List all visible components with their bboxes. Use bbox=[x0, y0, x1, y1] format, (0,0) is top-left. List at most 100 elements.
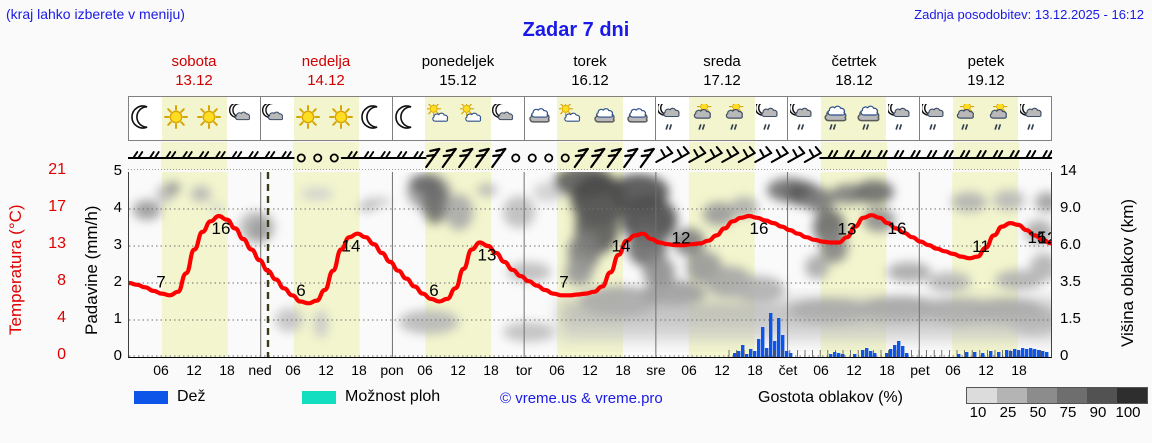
weather-icon-sun-rain bbox=[952, 97, 986, 140]
weather-icon-cloud bbox=[590, 97, 623, 140]
x-tick-11: tor bbox=[515, 362, 533, 378]
cloud-height-tick-4: 1.5 bbox=[1060, 310, 1081, 327]
svg-text:16: 16 bbox=[212, 219, 231, 238]
day-name: torek bbox=[573, 53, 607, 70]
moon-rain-icon bbox=[755, 103, 786, 134]
precipitation-tick-4: 1 bbox=[113, 310, 122, 327]
temperature-tick-2: 13 bbox=[48, 235, 66, 252]
cloud-density-tick-0: 10 bbox=[969, 404, 987, 421]
x-tick-19: čet bbox=[778, 362, 798, 378]
moon-icon bbox=[130, 104, 160, 134]
day-header-4: torek 16.12 bbox=[524, 52, 656, 92]
day-date: 14.12 bbox=[307, 72, 345, 89]
weather-icon-cloud bbox=[525, 97, 558, 140]
weather-icon-cloud bbox=[623, 97, 656, 140]
x-tick-26: 18 bbox=[1011, 362, 1027, 378]
cloud-density-step-3 bbox=[1057, 388, 1087, 403]
cloud-icon bbox=[526, 104, 556, 134]
moon-rain-icon bbox=[657, 103, 688, 134]
cloud-density-step-5 bbox=[1117, 388, 1147, 403]
x-tick-22: 18 bbox=[879, 362, 895, 378]
weather-icon-moon-cloud bbox=[261, 97, 294, 140]
weather-icon-sun-cloud bbox=[557, 97, 591, 140]
cloud-density-step-4 bbox=[1087, 388, 1117, 403]
moon-rain-icon bbox=[1019, 103, 1050, 134]
cloud-density-step-1 bbox=[997, 388, 1027, 403]
day-date: 17.12 bbox=[703, 72, 741, 89]
cloud-density-tick-2: 50 bbox=[1029, 404, 1047, 421]
cloud-height-tick-2: 6.0 bbox=[1060, 236, 1081, 253]
day-name: petek bbox=[967, 53, 1005, 70]
meteogram-plot: 71661461371412161316111512 bbox=[128, 172, 1052, 358]
cloud-height-tick-0: 14 bbox=[1060, 162, 1077, 179]
day-date: 15.12 bbox=[439, 72, 477, 89]
weather-icon-sun bbox=[194, 97, 228, 140]
icon-day-7 bbox=[920, 97, 1051, 140]
cloud-rain-icon bbox=[855, 104, 885, 134]
x-tick-17: 12 bbox=[714, 362, 730, 378]
weather-icon-moon bbox=[393, 97, 426, 140]
moon-rain-icon bbox=[789, 103, 820, 134]
svg-text:16: 16 bbox=[750, 219, 769, 238]
weather-icon-cloud-rain bbox=[821, 97, 854, 140]
icon-day-6 bbox=[788, 97, 921, 140]
day-date: 18.12 bbox=[835, 72, 873, 89]
svg-text:14: 14 bbox=[342, 237, 361, 256]
precipitation-tick-1: 4 bbox=[113, 199, 122, 216]
x-tick-14: 18 bbox=[615, 362, 631, 378]
cloud-density-step-0 bbox=[967, 388, 997, 403]
cloud-height-axis-title: Višina oblakov (km) bbox=[1118, 198, 1137, 348]
sun-rain-icon bbox=[987, 103, 1017, 134]
cloud-height-tick-1: 9.0 bbox=[1060, 199, 1081, 216]
showers-color-swatch bbox=[302, 390, 336, 404]
x-tick-9: 12 bbox=[450, 362, 466, 378]
day-name: sobota bbox=[171, 53, 217, 70]
legend-item-showers: Možnost ploh bbox=[302, 388, 440, 406]
rain-color-swatch bbox=[134, 390, 168, 404]
x-tick-21: 12 bbox=[846, 362, 862, 378]
day-header-6: četrtek 18.12 bbox=[788, 52, 920, 92]
x-tick-2: 18 bbox=[219, 362, 235, 378]
icon-day-4 bbox=[525, 97, 657, 140]
cloud-density-step-2 bbox=[1027, 388, 1057, 403]
day-date: 19.12 bbox=[967, 72, 1005, 89]
x-axis-labels: 06 12 18 ned 06 12 18 pon 06 12 18 tor 06 12 18 sre 06 12… bbox=[128, 360, 1052, 380]
precipitation-tick-2: 3 bbox=[113, 236, 122, 253]
page-title: Zadar 7 dni bbox=[522, 19, 630, 41]
x-tick-13: 12 bbox=[582, 362, 598, 378]
day-header-1: sobota 13.12 bbox=[128, 52, 260, 92]
weather-icon-sun bbox=[326, 97, 360, 140]
day-headers: sobota 13.12 nedelja 14.12 ponedeljek 15.12 to… bbox=[128, 52, 1052, 92]
svg-text:12: 12 bbox=[1038, 228, 1051, 247]
x-tick-10: 18 bbox=[483, 362, 499, 378]
weather-icon-moon-cloud bbox=[491, 97, 524, 140]
x-tick-0: 06 bbox=[153, 362, 169, 378]
legend-showers-label: Možnost ploh bbox=[345, 388, 441, 405]
svg-text:6: 6 bbox=[296, 281, 305, 300]
svg-text:7: 7 bbox=[156, 272, 165, 291]
cloud-rain-icon bbox=[822, 104, 852, 134]
sun-cloud-icon bbox=[459, 103, 490, 134]
cloud-icon bbox=[624, 104, 654, 134]
weather-icon-sun bbox=[293, 97, 327, 140]
temperature-axis-title: Temperatura (°C) bbox=[6, 204, 25, 336]
cloud-density-tick-4: 90 bbox=[1089, 404, 1107, 421]
legend: Dež Možnost ploh © vreme.us & vreme.pro … bbox=[128, 386, 1148, 432]
icon-day-1 bbox=[129, 97, 261, 140]
x-tick-8: 06 bbox=[417, 362, 433, 378]
sun-rain-icon bbox=[723, 103, 753, 134]
x-tick-12: 06 bbox=[549, 362, 565, 378]
svg-text:11: 11 bbox=[972, 237, 990, 256]
precipitation-tick-3: 2 bbox=[113, 273, 122, 290]
cloud-density-ticks: 10 25 50 75 90 100 bbox=[960, 404, 1152, 424]
icon-day-5 bbox=[656, 97, 789, 140]
location-menu-hint: (kraj lahko izberete v meniju) bbox=[6, 6, 185, 22]
x-tick-15: sre bbox=[646, 362, 666, 378]
wind-barb-row bbox=[128, 142, 1052, 170]
weather-icon-sun-rain bbox=[689, 97, 722, 140]
sun-cloud-icon bbox=[426, 103, 457, 134]
temperature-tick-5: 0 bbox=[57, 346, 66, 363]
day-name: četrtek bbox=[831, 53, 877, 70]
moon-rain-icon bbox=[887, 103, 918, 134]
moon-rain-icon bbox=[921, 103, 952, 134]
